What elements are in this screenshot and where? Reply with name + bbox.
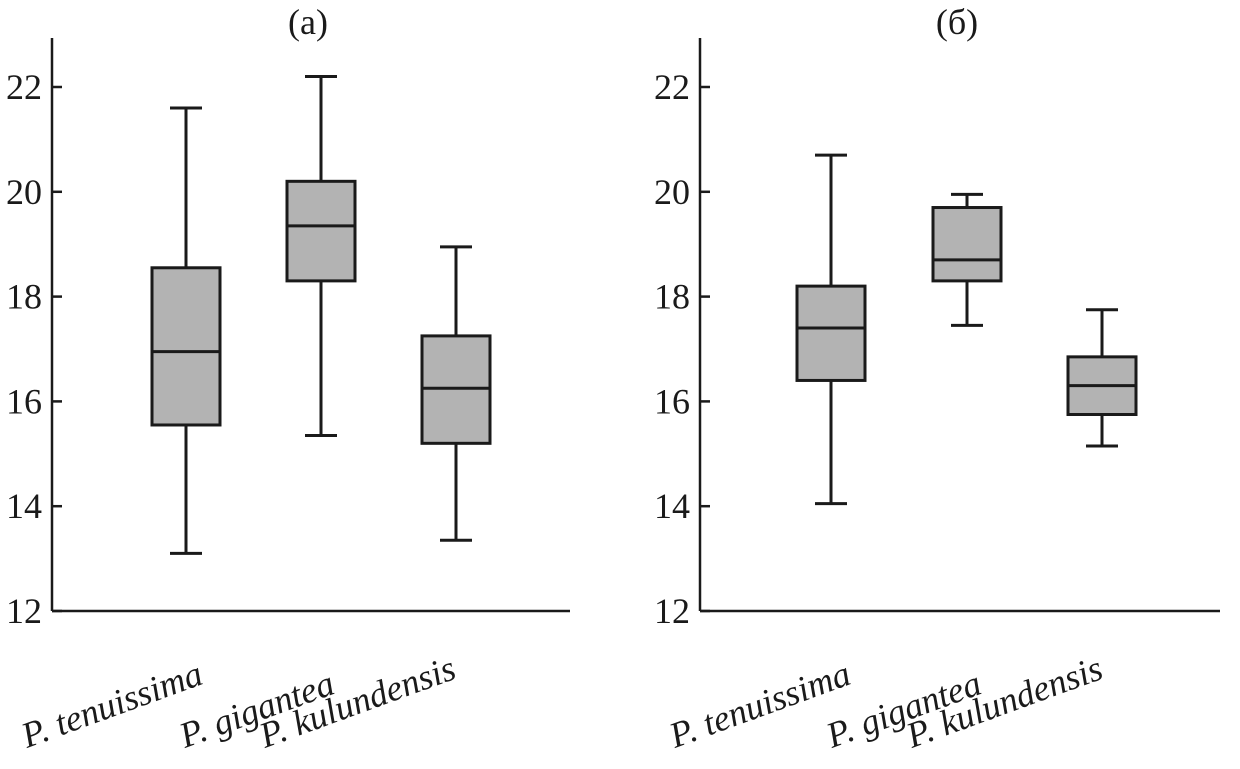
iqr-box [150,266,222,427]
y-tick-label: 18 [654,277,690,317]
y-tick-label: 22 [6,67,42,107]
y-tick-label: 12 [6,591,42,631]
y-tick-label: 12 [654,591,690,631]
y-tick-label: 14 [6,486,42,526]
y-tick-label: 14 [654,486,690,526]
iqr-box [795,284,867,382]
y-tick-label: 16 [6,381,42,421]
y-tick-label: 18 [6,277,42,317]
panel-title: (б) [936,2,978,42]
panel-title: (a) [288,2,328,42]
y-tick-label: 20 [654,172,690,212]
y-tick-label: 20 [6,172,42,212]
category-label: P. tenuissima [663,653,856,756]
category-label: P. tenuissima [15,653,208,756]
y-tick-label: 16 [654,381,690,421]
iqr-box [285,179,357,283]
y-tick-label: 22 [654,67,690,107]
iqr-box [931,206,1003,283]
